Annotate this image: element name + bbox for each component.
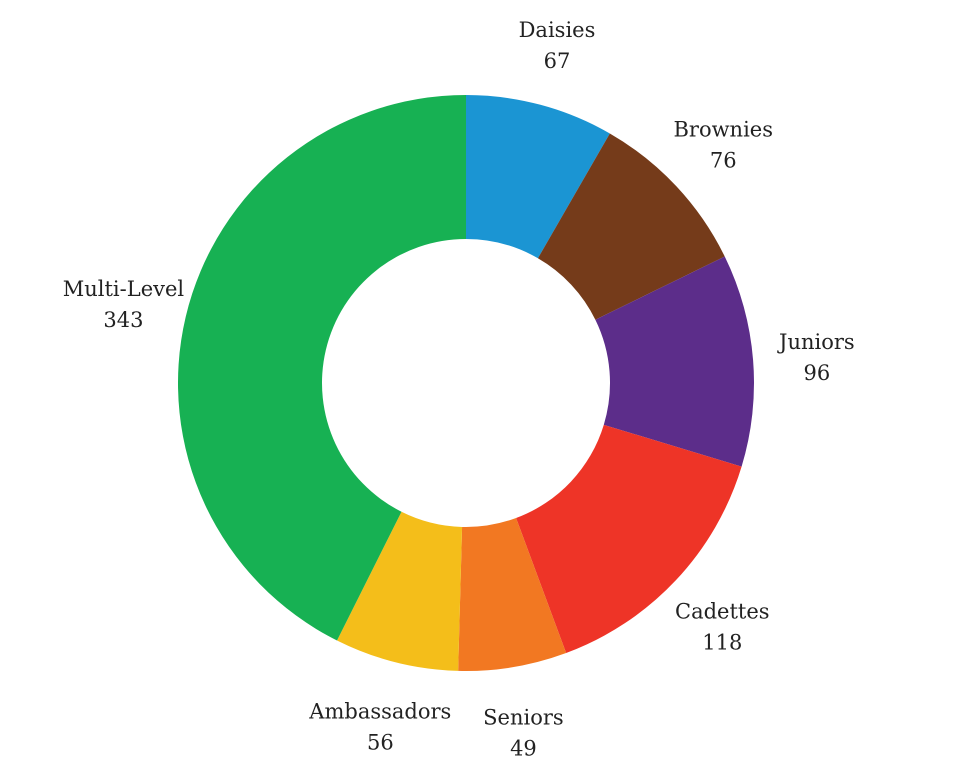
label-category-seniors: Seniors [483, 705, 564, 729]
label-value-juniors: 96 [804, 361, 831, 385]
label-value-multi-level: 343 [103, 308, 143, 332]
slice-multi-level [178, 95, 466, 641]
label-category-cadettes: Cadettes [675, 599, 770, 623]
label-juniors: Juniors 96 [777, 330, 855, 385]
label-category-juniors: Juniors [777, 330, 855, 354]
slice-brownies [537, 133, 725, 320]
label-brownies: Brownies 76 [673, 118, 773, 173]
label-cadettes: Cadettes 118 [675, 599, 770, 654]
slice-seniors [458, 518, 567, 671]
label-category-multi-level: Multi-Level [63, 277, 185, 301]
label-ambassadors: Ambassadors 56 [308, 699, 451, 754]
donut-labels: Daisies 67 Brownies 76 Juniors 96 Cadettes 118 S… [63, 18, 855, 760]
label-multi-level: Multi-Level 343 [63, 277, 185, 332]
slice-ambassadors [337, 511, 463, 671]
label-daisies: Daisies 67 [519, 18, 596, 73]
label-value-daisies: 67 [544, 49, 571, 73]
slice-daisies [466, 95, 610, 259]
label-value-cadettes: 118 [702, 630, 742, 654]
label-seniors: Seniors 49 [483, 705, 564, 760]
label-value-seniors: 49 [510, 736, 537, 760]
label-category-brownies: Brownies [673, 118, 773, 142]
slice-cadettes [516, 424, 742, 654]
label-category-daisies: Daisies [519, 18, 596, 42]
donut-slices [178, 95, 755, 671]
label-value-brownies: 76 [710, 149, 737, 173]
slice-juniors [595, 256, 755, 467]
label-category-ambassadors: Ambassadors [308, 699, 451, 723]
label-value-ambassadors: 56 [367, 730, 394, 754]
